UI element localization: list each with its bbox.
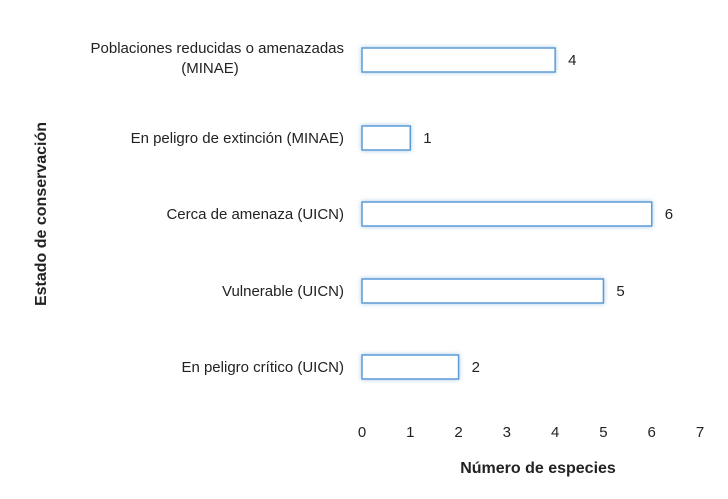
category-label-4: En peligro crítico (UICN) [181, 359, 344, 376]
bar-2 [361, 201, 653, 227]
x-axis-title: Número de especies [460, 460, 616, 477]
category-label-3: Vulnerable (UICN) [222, 283, 344, 300]
value-label-4: 2 [472, 359, 480, 376]
x-tick-label-7: 7 [696, 424, 704, 441]
bars-group [361, 47, 653, 380]
bar-0 [361, 47, 556, 73]
x-tick-label-5: 5 [599, 424, 607, 441]
x-tick-label-0: 0 [358, 424, 366, 441]
value-label-0: 4 [568, 52, 576, 69]
bar-3 [361, 278, 605, 304]
value-label-2: 6 [665, 206, 673, 223]
value-labels: 4 1 6 5 2 [423, 52, 673, 376]
y-axis-title: Estado de conservación [33, 122, 50, 306]
x-tick-label-2: 2 [454, 424, 462, 441]
x-tick-label-6: 6 [648, 424, 656, 441]
category-label-0-line-0: Poblaciones reducidas o amenazadas [91, 40, 345, 57]
bar-1 [361, 125, 412, 151]
x-tick-label-4: 4 [551, 424, 559, 441]
category-label-2: Cerca de amenaza (UICN) [166, 206, 344, 223]
x-axis-ticks: 0 1 2 3 4 5 6 7 [358, 424, 704, 441]
x-tick-label-1: 1 [406, 424, 414, 441]
value-label-1: 1 [423, 130, 431, 147]
value-label-3: 5 [616, 283, 624, 300]
category-label-0-line-1: (MINAE) [181, 60, 239, 77]
x-tick-label-3: 3 [503, 424, 511, 441]
category-labels: Poblaciones reducidas o amenazadas (MINAE… [91, 40, 345, 376]
bar-4 [361, 354, 460, 380]
category-label-1: En peligro de extinción (MINAE) [131, 130, 344, 147]
